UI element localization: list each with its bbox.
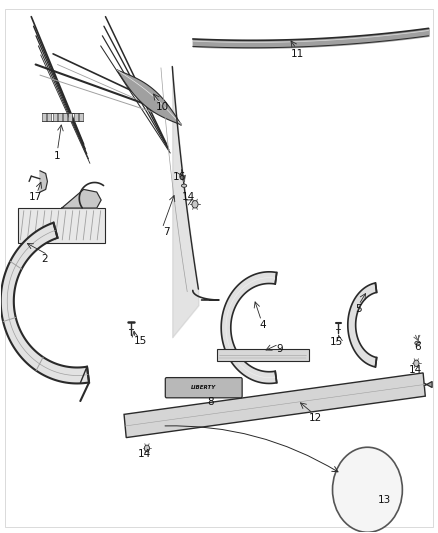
Text: 15: 15 bbox=[134, 336, 147, 346]
Circle shape bbox=[145, 445, 150, 451]
Bar bbox=[53, 113, 57, 122]
Polygon shape bbox=[124, 373, 425, 438]
Text: 9: 9 bbox=[277, 344, 283, 354]
Bar bbox=[79, 113, 83, 122]
Ellipse shape bbox=[415, 341, 420, 345]
Text: 13: 13 bbox=[378, 495, 392, 505]
Text: 7: 7 bbox=[163, 227, 170, 237]
Text: 5: 5 bbox=[355, 304, 362, 314]
Circle shape bbox=[332, 447, 403, 532]
Text: 2: 2 bbox=[41, 254, 48, 263]
Bar bbox=[217, 349, 308, 361]
Ellipse shape bbox=[181, 184, 187, 187]
Text: 14: 14 bbox=[409, 365, 422, 375]
Polygon shape bbox=[348, 283, 377, 367]
Circle shape bbox=[192, 200, 198, 208]
Text: 17: 17 bbox=[29, 192, 42, 203]
Bar bbox=[18, 208, 106, 243]
Text: 4: 4 bbox=[259, 320, 266, 330]
Text: 11: 11 bbox=[291, 49, 304, 59]
Polygon shape bbox=[62, 189, 101, 208]
Text: 14: 14 bbox=[182, 192, 195, 203]
Circle shape bbox=[414, 360, 419, 367]
Polygon shape bbox=[40, 171, 47, 192]
Text: 10: 10 bbox=[155, 102, 169, 112]
Bar bbox=[47, 113, 51, 122]
Polygon shape bbox=[117, 70, 182, 125]
Text: 6: 6 bbox=[414, 342, 421, 352]
Polygon shape bbox=[424, 382, 432, 387]
Text: 8: 8 bbox=[207, 397, 214, 407]
FancyBboxPatch shape bbox=[165, 377, 242, 398]
Bar bbox=[74, 113, 78, 122]
Polygon shape bbox=[1, 223, 89, 383]
Bar bbox=[68, 113, 72, 122]
Text: 14: 14 bbox=[138, 449, 152, 458]
Text: LIBERTY: LIBERTY bbox=[191, 385, 216, 390]
Bar bbox=[63, 113, 67, 122]
Bar bbox=[42, 113, 46, 122]
Polygon shape bbox=[221, 272, 277, 383]
Text: 12: 12 bbox=[308, 413, 321, 423]
Bar bbox=[58, 113, 62, 122]
Text: 15: 15 bbox=[330, 337, 343, 347]
Text: 1: 1 bbox=[54, 151, 61, 161]
Text: 16: 16 bbox=[173, 172, 186, 182]
